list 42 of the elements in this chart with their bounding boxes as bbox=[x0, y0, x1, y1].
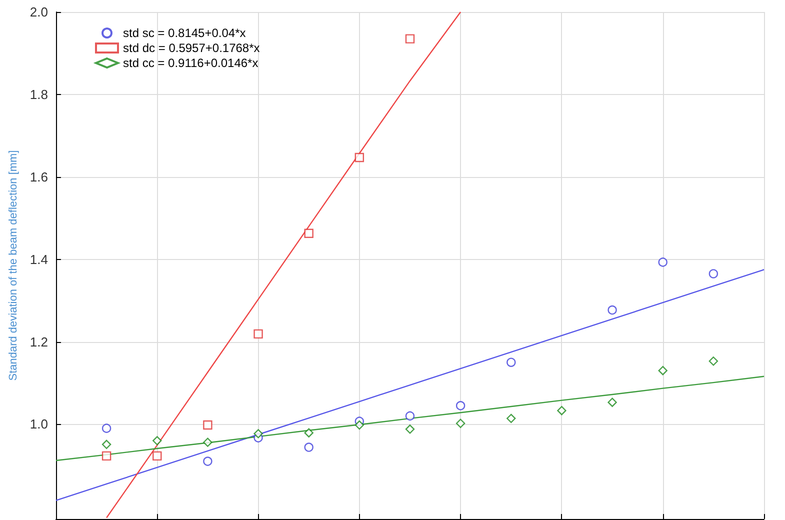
point bbox=[405, 424, 415, 434]
y-tick-label: 1.6 bbox=[30, 169, 48, 184]
point bbox=[203, 420, 212, 430]
point bbox=[557, 406, 566, 416]
legend-label: std sc = 0.8145+0.04*x bbox=[123, 26, 246, 40]
point bbox=[456, 401, 466, 410]
point bbox=[354, 152, 364, 162]
y-tick-label: 1.2 bbox=[30, 334, 48, 350]
point bbox=[102, 440, 112, 449]
point bbox=[608, 305, 617, 315]
point bbox=[203, 456, 212, 466]
point bbox=[658, 366, 668, 376]
point bbox=[304, 428, 314, 438]
point bbox=[102, 451, 112, 461]
point bbox=[405, 411, 415, 421]
line-series bbox=[106, 11, 462, 518]
point bbox=[203, 438, 212, 447]
point bbox=[708, 356, 718, 366]
point bbox=[102, 424, 112, 433]
point bbox=[456, 418, 466, 428]
point bbox=[152, 451, 162, 461]
point bbox=[304, 442, 314, 452]
point bbox=[405, 34, 415, 44]
point bbox=[506, 358, 516, 367]
legend-label: std cc = 0.9116+0.0146*x bbox=[123, 56, 258, 70]
y-tick-label: 1.4 bbox=[30, 252, 48, 267]
line-series bbox=[55, 269, 765, 502]
point bbox=[658, 258, 668, 267]
line-series bbox=[55, 376, 765, 462]
point bbox=[608, 398, 617, 407]
point bbox=[506, 414, 516, 424]
y-tick-label: 1.0 bbox=[30, 416, 48, 432]
point bbox=[254, 429, 263, 438]
point bbox=[708, 269, 718, 278]
y-tick-label: 2.0 bbox=[30, 4, 48, 20]
point bbox=[354, 420, 364, 430]
point bbox=[254, 329, 263, 339]
y-tick-label: 1.8 bbox=[30, 86, 48, 102]
y-axis-title: Standard deviation of the beam deflection [mm] bbox=[8, 150, 20, 381]
point bbox=[152, 436, 162, 446]
legend-label: std dc = 0.5957+0.1768*x bbox=[123, 41, 260, 55]
point bbox=[304, 228, 314, 238]
